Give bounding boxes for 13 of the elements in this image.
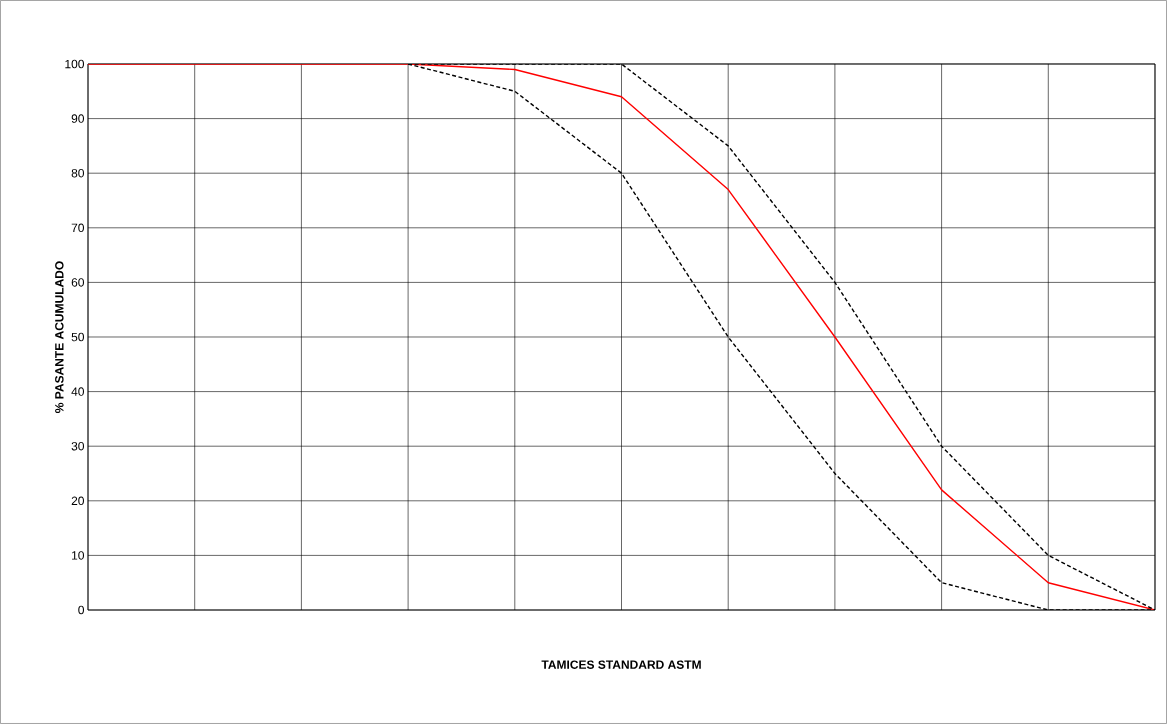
y-tick-label: 100 — [65, 59, 84, 69]
y-tick-label: 10 — [72, 551, 85, 560]
y-tick-label: 40 — [71, 387, 85, 396]
y-tick-label: 60 — [71, 278, 85, 287]
x-axis-title: TAMICES STANDARD ASTM — [541, 660, 701, 669]
y-tick-label: 70 — [71, 223, 85, 233]
y-tick-label: 90 — [71, 114, 85, 123]
y-tick-label: 30 — [71, 441, 85, 451]
y-tick-label: 50 — [71, 332, 85, 342]
y-tick-label: 20 — [71, 496, 85, 506]
y-axis-title: % PASANTE ACUMULADO — [55, 261, 64, 413]
y-tick-label: 0 — [78, 605, 85, 615]
y-tick-label: 80 — [71, 168, 85, 178]
